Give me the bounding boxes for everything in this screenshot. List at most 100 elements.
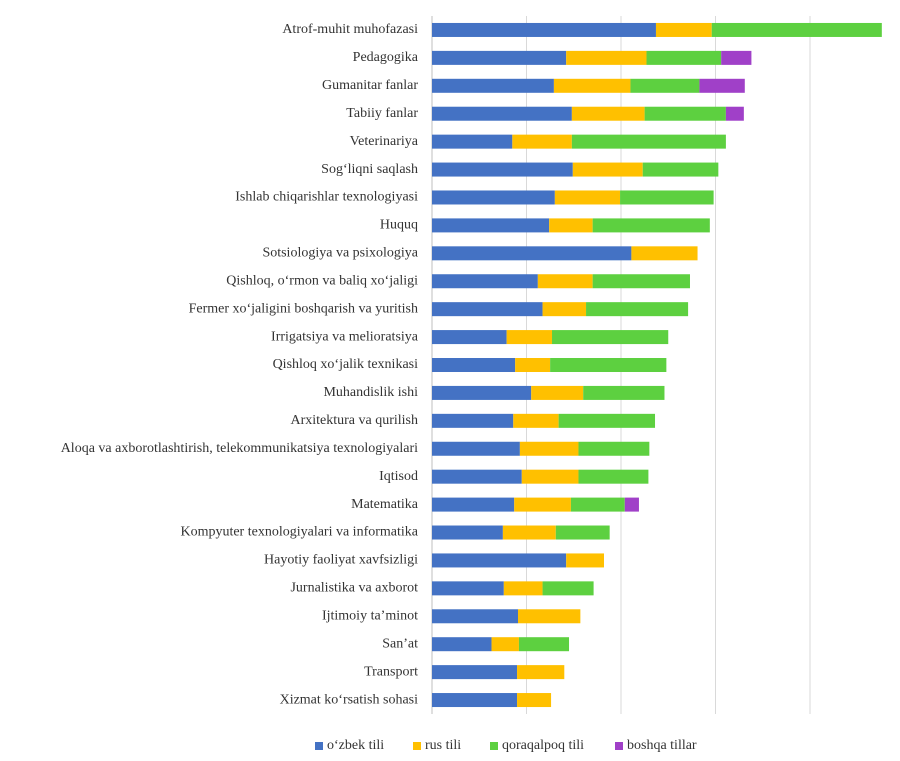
bar-segment: [699, 78, 745, 93]
legend-swatch: [615, 742, 623, 750]
bar-segment: [432, 553, 567, 568]
bar-segment: [542, 581, 594, 596]
y-tick-label: Muhandislik ishi: [323, 385, 418, 400]
bar-segment: [624, 497, 639, 512]
bar-segment: [432, 441, 520, 456]
bar-segment: [531, 385, 584, 400]
legend-swatch: [413, 742, 421, 750]
bar-segment: [432, 246, 632, 261]
bar-segment: [578, 441, 650, 456]
y-tick-label: San’at: [382, 636, 418, 651]
bar-segment: [554, 190, 621, 205]
bar-segment: [432, 162, 573, 177]
bar-segment: [630, 78, 700, 93]
legend-label: boshqa tillar: [627, 738, 697, 753]
bar-segment: [432, 190, 555, 205]
bar-segment: [550, 358, 667, 372]
legend-swatch: [315, 742, 323, 750]
y-tick-label: Huquq: [380, 218, 418, 233]
bar-segment: [432, 497, 515, 512]
legend-label: o‘zbek tili: [327, 738, 384, 753]
bar-segment: [517, 665, 565, 680]
bar-segment: [432, 78, 554, 93]
y-tick-label: Qishloq, o‘rmon va baliq xo‘jaligi: [226, 273, 418, 288]
bar-segment: [512, 134, 572, 149]
y-tick-label: Xizmat ko‘rsatish sohasi: [280, 692, 419, 707]
bar-segment: [432, 218, 550, 233]
bar-segment: [721, 50, 752, 65]
y-tick-label: Tabiiy fanlar: [346, 106, 418, 121]
bar-segment: [570, 497, 625, 512]
bar-segment: [537, 274, 593, 289]
y-tick-label: Jurnalistika va axborot: [290, 581, 418, 596]
y-tick-label: Sog‘liqni saqlash: [321, 162, 418, 177]
bar-segment: [432, 22, 656, 37]
y-tick-label: Veterinariya: [350, 134, 419, 149]
bar-segment: [644, 106, 726, 121]
bar-segment: [503, 581, 543, 596]
bar-segment: [515, 358, 551, 372]
bar-segment: [506, 330, 553, 345]
y-tick-label: Qishloq xo‘jalik texnikasi: [273, 357, 419, 372]
y-tick-label: Sotsiologiya va psixologiya: [262, 246, 418, 261]
bar-segment: [432, 358, 516, 372]
y-tick-label: Kompyuter texnologiyalari va informatika: [180, 525, 418, 540]
bar-segment: [553, 78, 631, 93]
legend-label: rus tili: [425, 738, 461, 753]
y-tick-label: Arxitektura va qurilish: [290, 413, 418, 428]
bar-segment: [655, 22, 712, 37]
bar-segment: [566, 553, 604, 568]
bar-segment: [646, 50, 722, 65]
bar-segment: [558, 413, 656, 428]
y-tick-label: Aloqa va axborotlashtirish, telekommunik…: [61, 441, 418, 456]
y-tick-label: Ijtimoiy ta’minot: [322, 608, 418, 623]
legend-swatch: [490, 742, 498, 750]
bar-segment: [432, 581, 504, 596]
y-tick-label: Hayotiy faoliyat xavfsizligi: [264, 553, 418, 568]
bar-segment: [571, 106, 645, 121]
y-tick-label: Fermer xo‘jaligini boshqarish va yuritis…: [189, 301, 418, 316]
bar-segment: [542, 302, 587, 317]
bar-segment: [592, 218, 710, 233]
bar-segment: [513, 413, 559, 428]
bar-segment: [432, 637, 492, 652]
bar-segment: [432, 609, 518, 624]
bar-segment: [552, 330, 669, 345]
y-tick-label: Gumanitar fanlar: [322, 78, 418, 93]
bar-segment: [432, 330, 507, 345]
bar-segment: [432, 385, 532, 400]
bar-segment: [725, 106, 744, 121]
bar-segment: [432, 50, 567, 65]
bar-segment: [642, 162, 719, 177]
bar-segment: [578, 469, 649, 484]
bar-segment: [432, 693, 518, 708]
legend-label: qoraqalpoq tili: [502, 738, 584, 753]
bar-segment: [571, 134, 726, 149]
y-tick-label: Atrof-muhit muhofazasi: [282, 22, 418, 37]
bar-segment: [517, 693, 552, 708]
bar-segment: [432, 302, 543, 317]
bar-segment: [583, 385, 665, 400]
bar-segment: [549, 218, 593, 233]
bar-segment: [555, 525, 610, 540]
bar-segment: [502, 525, 556, 540]
y-tick-label: Matematika: [351, 497, 419, 512]
bar-segment: [517, 609, 581, 624]
y-tick-label: Pedagogika: [353, 50, 419, 65]
bar-segment: [432, 469, 522, 484]
bar-segment: [521, 469, 579, 484]
y-tick-label: Transport: [364, 664, 418, 679]
bar-segment: [432, 106, 572, 121]
bar-segment: [566, 50, 647, 65]
bar-segment: [491, 637, 519, 652]
bar-segment: [519, 441, 579, 456]
bar-segment: [572, 162, 643, 177]
bar-segment: [432, 134, 513, 149]
bar-segment: [432, 525, 503, 540]
bar-segment: [620, 190, 714, 205]
y-tick-label: Ishlab chiqarishlar texnologiyasi: [235, 190, 418, 205]
bar-segment: [711, 22, 882, 37]
bar-segment: [514, 497, 571, 512]
bar-segment: [432, 665, 518, 680]
